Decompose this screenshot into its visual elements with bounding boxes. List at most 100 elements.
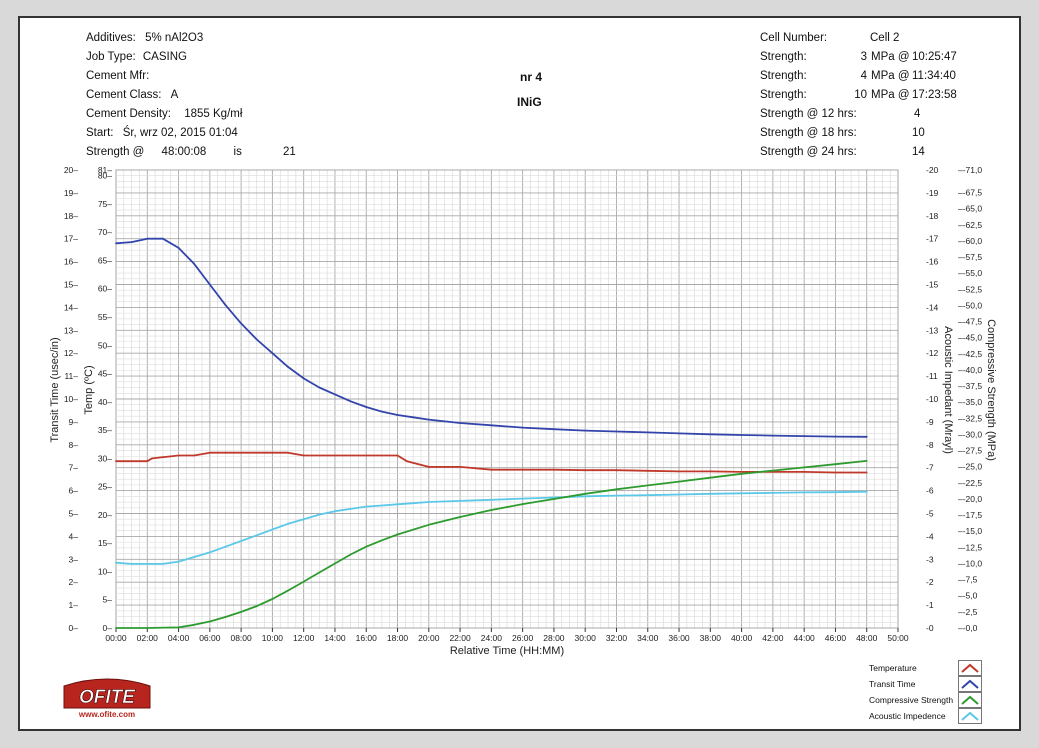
additives-row: Additives: 5% nAl2O3: [86, 32, 203, 44]
series-transit-time-point: [427, 418, 430, 421]
start-value: Śr, wrz 02, 2015 01:04: [122, 127, 238, 139]
impedance-tick-label: -10: [926, 394, 939, 404]
series-compressive-strength-point: [427, 523, 430, 526]
transit-tick-label: 12–: [64, 348, 78, 358]
temp-tick-label: 65–: [98, 255, 112, 265]
series-acoustic-impedence-point: [709, 492, 712, 495]
series-temperature-line: [116, 451, 867, 474]
logo-url: www.ofite.com: [78, 710, 135, 719]
series-acoustic-impedence-point: [349, 508, 352, 510]
impedance-tick-label: -16: [926, 257, 939, 267]
series-acoustic-impedence-point: [740, 492, 743, 495]
series-compressive-strength-point: [208, 620, 211, 623]
x-tick-label: 06:00: [199, 633, 221, 643]
cement-class-label: Cement Class:: [86, 89, 162, 101]
chart: 00:00 02:00 04:00 06:00 08:00 10:00 12:00 14:00…: [49, 165, 997, 657]
series-compressive-strength-point: [459, 516, 461, 518]
series-acoustic-impedence-point: [318, 513, 321, 516]
series-compressive-strength-point: [490, 509, 493, 511]
series-transit-time-point: [740, 434, 743, 436]
series-compressive-strength-point: [177, 626, 180, 629]
strength-tick-label: –-45,0: [958, 333, 982, 343]
x-tick-label: 10:00: [262, 633, 284, 643]
cement-mfr-label: Cement Mfr:: [86, 70, 150, 82]
series-compressive-strength-point: [365, 545, 368, 548]
series-compressive-strength-point: [193, 623, 196, 626]
series-acoustic-impedence-point: [584, 495, 587, 498]
legend-strength-label: Compressive Strength: [869, 695, 954, 705]
impedance-tick-label: -2: [926, 577, 934, 587]
series-compressive-strength-point: [287, 589, 289, 592]
series-transit-time-point: [490, 424, 493, 427]
temp-tick-label: 80–: [98, 171, 112, 181]
strength-row-2-time: 11:34:40: [912, 70, 956, 82]
strength-at-row: Strength @ 48:00:08 is 21: [86, 146, 296, 158]
series-temperature-point: [584, 469, 587, 472]
temp-tick-label: 25–: [98, 482, 112, 492]
strength-tick-label: –-17,5: [958, 510, 982, 520]
series-compressive-strength-point: [271, 598, 274, 600]
strength-12h-label: Strength @ 12 hrs:: [760, 108, 857, 120]
x-tick-label: 04:00: [168, 633, 190, 643]
strength-tick-label: –-10,0: [958, 558, 982, 568]
x-tick-label: 26:00: [512, 633, 534, 643]
temp-tick-label: 81–: [98, 165, 112, 175]
cement-density-label: Cement Density:: [86, 108, 172, 120]
additives-label: Additives:: [86, 32, 136, 44]
strength-tick-label: –-62,5: [958, 220, 982, 230]
temp-tick-label: 0–: [103, 623, 113, 633]
series-acoustic-impedence-point: [803, 491, 806, 494]
transit-tick-label: 13–: [64, 325, 78, 335]
x-tick-label: 36:00: [668, 633, 690, 643]
strength-tick-label: –-30,0: [958, 429, 982, 439]
impedance-tick-label: -14: [926, 302, 939, 312]
strength-tick-label: –-20,0: [958, 494, 982, 504]
cement-mfr-row: Cement Mfr:: [86, 70, 149, 82]
series-acoustic-impedence-point: [834, 491, 837, 494]
impedance-tick-label: -9: [926, 417, 934, 427]
strength-row-1-unit: MPa @: [871, 51, 910, 63]
series-transit-time-point: [115, 242, 117, 245]
series-compressive-strength-point: [865, 460, 868, 462]
series-acoustic-impedence-point: [177, 560, 180, 563]
impedance-tick-label: -8: [926, 440, 934, 450]
temp-axis-title: Temp (ºC): [83, 365, 95, 414]
x-tick-label: 34:00: [637, 633, 659, 643]
transit-axis-title: Transit Time (usec/in): [49, 337, 61, 442]
x-tick-label: 44:00: [794, 633, 816, 643]
series-acoustic-impedence-point: [521, 497, 524, 500]
additives-value: 5% nAl2O3: [145, 32, 204, 44]
series-temperature-point: [678, 470, 680, 473]
transit-tick-label: 0–: [69, 623, 79, 633]
series-transit-time-point: [615, 430, 618, 433]
series-compressive-strength-point: [396, 533, 399, 536]
strength-at-time: 48:00:08: [161, 146, 207, 158]
series-acoustic-impedence-point: [287, 522, 289, 525]
legend-transit-label: Transit Time: [869, 679, 916, 689]
transit-tick-label: 11–: [64, 371, 78, 381]
strength-tick-label: –-65,0: [958, 204, 982, 214]
series-temperature-point: [302, 454, 305, 457]
transit-tick-label: 3–: [69, 554, 79, 564]
series-temperature-point: [646, 469, 649, 472]
strength-row-3-unit: MPa @: [871, 89, 910, 101]
strength-at-label: Strength @: [86, 146, 145, 158]
impedance-tick-label: -13: [926, 325, 939, 335]
series-transit-time-point: [396, 414, 399, 416]
transit-tick-label: 6–: [69, 486, 79, 496]
transit-tick-label: 10–: [64, 394, 78, 404]
series-compressive-strength-point: [553, 498, 555, 500]
series-acoustic-impedence-point: [224, 545, 227, 548]
impedance-tick-label: -0: [926, 623, 934, 633]
series-acoustic-impedence-point: [772, 492, 774, 494]
strength-axis-title: Compressive Strength (MPa): [985, 319, 997, 461]
impedance-tick-label: -7: [926, 463, 934, 473]
cement-class-value: A: [170, 89, 179, 101]
series-temperature-point: [834, 471, 837, 474]
series-compressive-strength-point: [803, 466, 806, 469]
strength-tick-label: –-35,0: [958, 397, 982, 407]
legend-impedence-label: Acoustic Impedence: [869, 711, 946, 721]
transit-tick-label: 17–: [64, 234, 78, 244]
series-compressive-strength-point: [584, 492, 587, 495]
series-transit-time-point: [803, 435, 806, 437]
